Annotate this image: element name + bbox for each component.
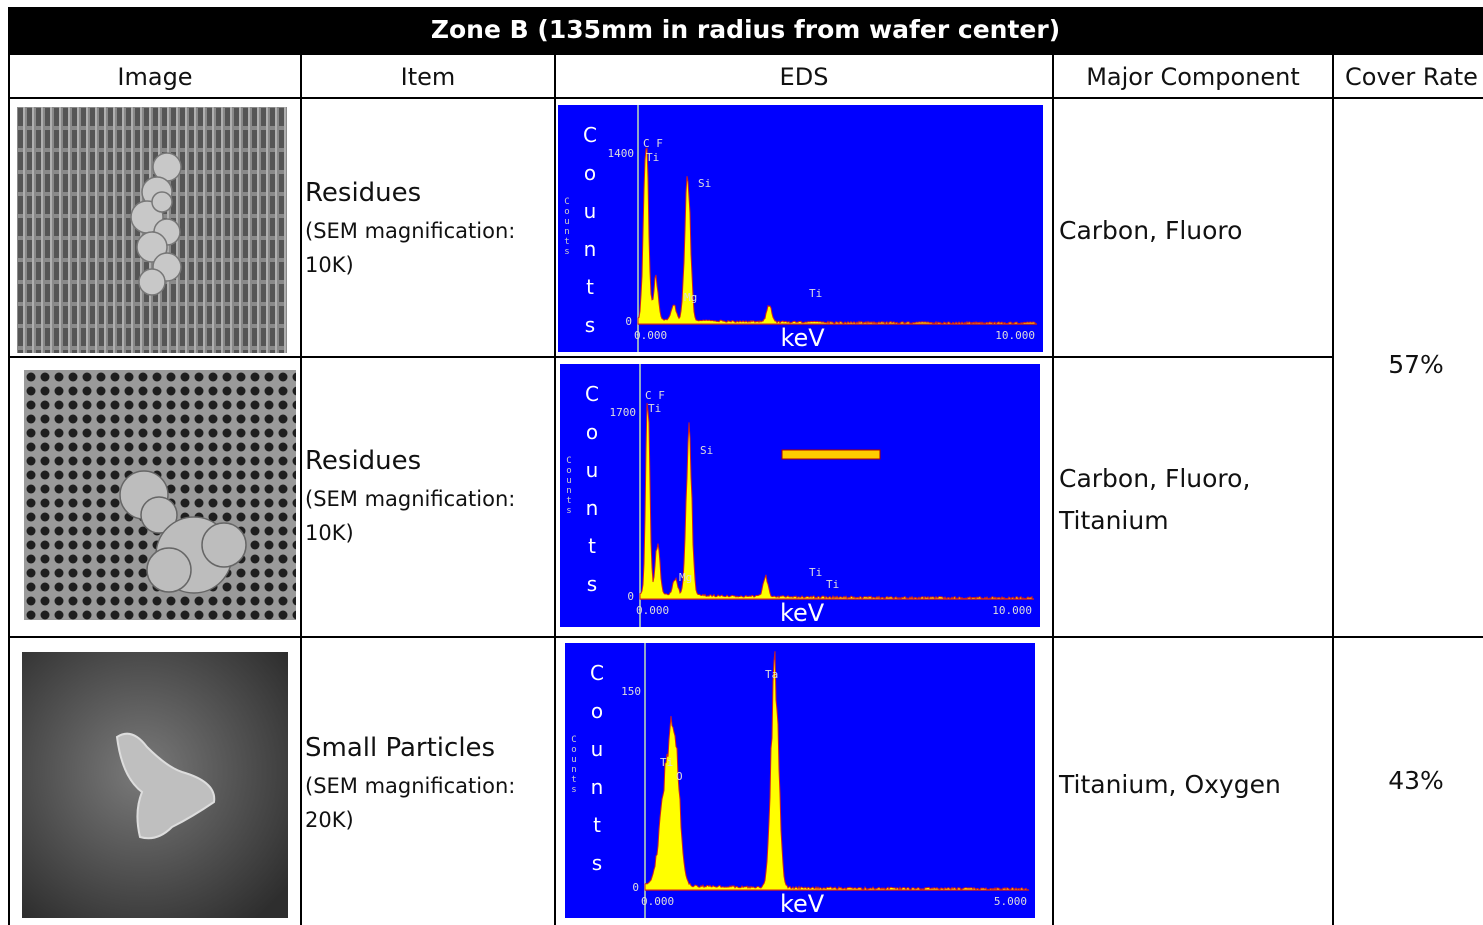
y-min-label: 0 xyxy=(620,590,634,603)
item-note: (SEM magnification: 10K) xyxy=(305,214,550,282)
peak-label: O xyxy=(676,770,683,783)
x-max-label: 5.000 xyxy=(994,895,1027,908)
sem-image xyxy=(22,652,288,918)
item-note: (SEM magnification: 10K) xyxy=(305,482,550,550)
peak-label: Mg xyxy=(679,571,692,584)
y-min-label: 0 xyxy=(625,881,639,894)
item-name: Residues xyxy=(305,178,550,208)
table-title: Zone B (135mm in radius from wafer cente… xyxy=(8,7,1483,53)
peak-label: Si xyxy=(700,444,713,457)
y-axis-title-small: Counts xyxy=(569,735,579,795)
y-max-label: 150 xyxy=(603,685,641,698)
marker-tag xyxy=(782,450,880,459)
component-cell: Titanium, Oxygen xyxy=(1059,764,1329,806)
sem-image xyxy=(24,370,296,620)
peak-label: Ti xyxy=(648,402,661,415)
header-cell: Cover Rate xyxy=(1334,55,1483,97)
item-cell: Small Particles (SEM magnification: 20K) xyxy=(305,733,550,837)
y-axis-title-small: Counts xyxy=(562,197,572,257)
rule xyxy=(8,53,10,925)
component-cell: Carbon, Fluoro, Titanium xyxy=(1059,458,1269,542)
peak-label: C F xyxy=(643,137,663,150)
peak-label: Mg xyxy=(684,291,697,304)
spectrum-plot xyxy=(560,364,1040,627)
rule xyxy=(10,97,1483,99)
x-max-label: 10.000 xyxy=(992,604,1032,617)
y-min-label: 0 xyxy=(618,315,632,328)
rule xyxy=(554,53,556,925)
item-cell: Residues (SEM magnification: 10K) xyxy=(305,446,550,550)
peak-label: Si xyxy=(698,177,711,190)
rule xyxy=(10,356,1333,358)
rule xyxy=(1332,53,1334,925)
item-name: Small Particles xyxy=(305,733,550,763)
x-axis-title: keV xyxy=(780,599,824,627)
peak-label: Ti xyxy=(660,756,673,769)
x-min-label: 0.000 xyxy=(636,604,669,617)
spectrum-area xyxy=(640,403,1032,599)
header-cell: Image xyxy=(10,55,300,97)
x-min-label: 0.000 xyxy=(634,329,667,342)
x-axis-title: keV xyxy=(780,890,824,918)
component-cell: Carbon, Fluoro xyxy=(1059,210,1329,252)
x-min-label: 0.000 xyxy=(641,895,674,908)
peak-label: Ta xyxy=(765,668,778,681)
header-cell: Major Component xyxy=(1054,55,1332,97)
item-note: (SEM magnification: 20K) xyxy=(305,769,550,837)
page: Zone B (135mm in radius from wafer cente… xyxy=(0,0,1483,925)
item-name: Residues xyxy=(305,446,550,476)
rule xyxy=(300,53,302,925)
cover-rate: 57% xyxy=(1336,350,1483,379)
peak-label: Ti xyxy=(809,566,822,579)
header-cell: EDS xyxy=(556,55,1052,97)
rule xyxy=(1052,53,1054,925)
spectrum-area xyxy=(645,651,1027,890)
x-axis-title: keV xyxy=(781,324,825,352)
item-cell: Residues (SEM magnification: 10K) xyxy=(305,178,550,282)
peak-label: Ti xyxy=(646,151,659,164)
peak-label: Ti xyxy=(809,287,822,300)
y-max-label: 1700 xyxy=(598,406,636,419)
x-max-label: 10.000 xyxy=(995,329,1035,342)
header-cell: Item xyxy=(302,55,554,97)
peak-label: Ti xyxy=(826,578,839,591)
spectrum-area xyxy=(638,148,1035,324)
y-max-label: 1400 xyxy=(596,147,634,160)
peak-label: C F xyxy=(645,389,665,402)
rule xyxy=(10,636,1483,638)
sem-image xyxy=(17,107,287,353)
y-axis-title-small: Counts xyxy=(564,456,574,516)
cover-rate: 43% xyxy=(1336,766,1483,795)
